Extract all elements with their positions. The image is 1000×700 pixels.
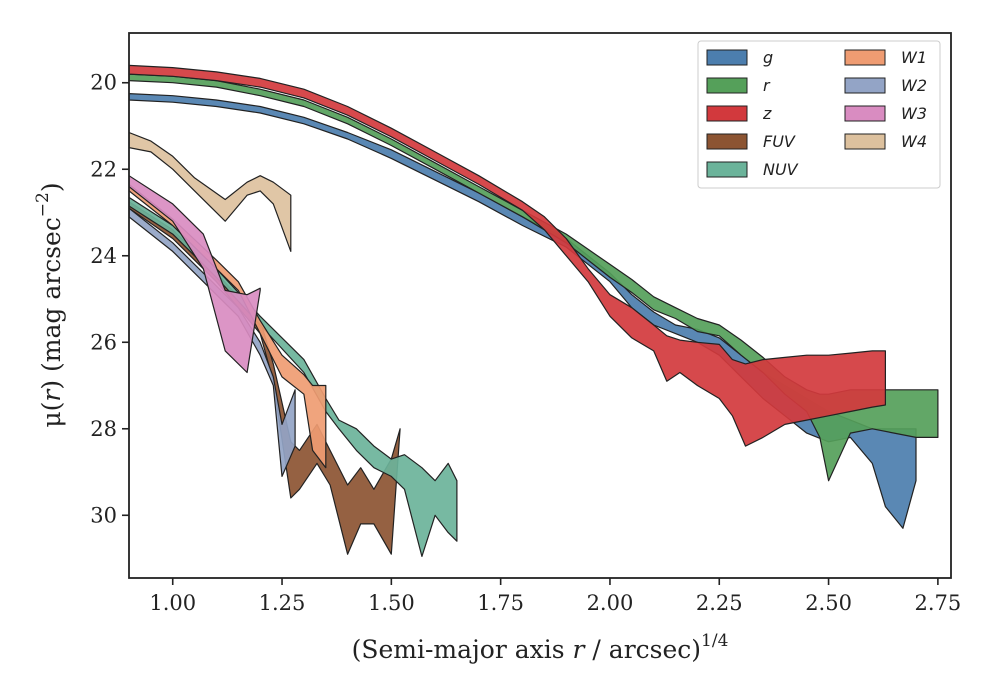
legend-swatch-r (706, 77, 748, 94)
legend-swatch-g (706, 49, 748, 66)
y-tick-label: 30 (90, 503, 117, 527)
x-axis-ticks: 1.00 1.25 1.50 1.75 2.00 2.25 2.50 2.75 (149, 578, 961, 615)
y-tick-label: 24 (90, 244, 117, 268)
x-tick-label: 2.75 (915, 591, 962, 615)
y-tick-label: 26 (90, 330, 117, 354)
legend-label-w4: W4 (901, 132, 927, 151)
legend-swatch-w4 (844, 133, 886, 150)
band-fuv (129, 201, 401, 555)
legend-label-w2: W2 (901, 76, 927, 95)
plot-frame (128, 32, 952, 579)
x-tick-label: 1.75 (477, 591, 524, 615)
x-tick-label: 2.00 (587, 591, 634, 615)
legend-label-z: z (762, 104, 772, 123)
x-tick-label: 1.00 (149, 591, 196, 615)
legend-swatch-w2 (844, 77, 886, 94)
band-z (129, 64, 887, 447)
band-w3 (129, 175, 261, 374)
x-axis-label: (Semi-major axis r / arcsec)1/4 (352, 631, 729, 664)
y-tick-label: 22 (90, 157, 117, 181)
legend-label-nuv: NUV (763, 160, 799, 179)
legend-swatch-w3 (844, 105, 886, 122)
legend-label-w3: W3 (901, 104, 927, 123)
y-tick-label: 20 (90, 71, 117, 95)
y-axis-ticks: 20 22 24 26 28 30 (90, 71, 129, 527)
legend-label-r: r (763, 76, 771, 95)
legend-swatch-z (706, 105, 748, 122)
y-tick-label: 28 (90, 417, 117, 441)
legend-swatch-fuv (706, 133, 748, 150)
legend-label-w1: W1 (901, 48, 927, 67)
x-tick-label: 1.25 (259, 591, 306, 615)
legend-swatch-nuv (706, 161, 748, 178)
x-tick-label: 2.50 (805, 591, 852, 615)
legend-swatch-w1 (844, 49, 886, 66)
x-tick-label: 2.25 (696, 591, 743, 615)
legend-label-g: g (763, 48, 773, 67)
x-tick-label: 1.50 (368, 591, 415, 615)
series-bands (129, 64, 939, 558)
band-w4 (129, 131, 292, 252)
legend: grz FUV NUV W1 W2 W3 W4 (697, 40, 941, 189)
legend-label-fuv: FUV (763, 132, 796, 151)
y-axis-label: μ(r) (mag arcsec−2) (33, 182, 66, 427)
